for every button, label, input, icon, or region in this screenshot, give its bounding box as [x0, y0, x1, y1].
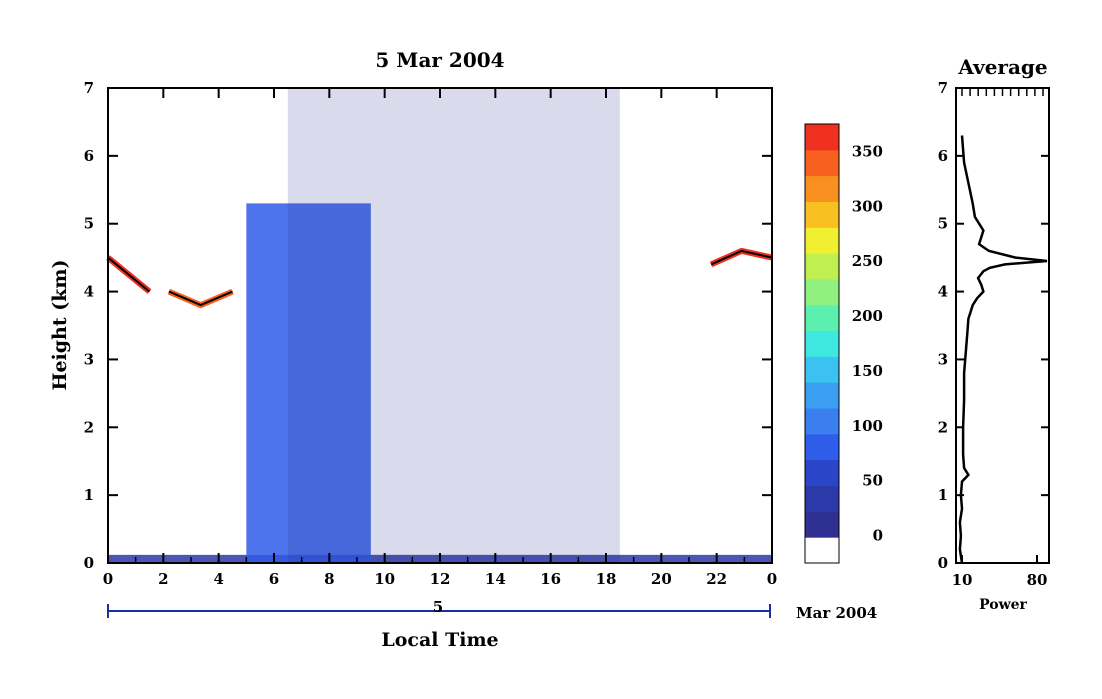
colorbar-tick-label: 200	[852, 307, 883, 325]
heatmap-cells	[106, 88, 773, 563]
profile-top-ticks	[961, 88, 1044, 96]
heatmap-cell	[709, 247, 773, 268]
x-axis-ticks: 0 2 4 6 8 10 12 14 16 18 20 22 0	[103, 88, 777, 588]
profile-x-ticks: 10 80	[952, 555, 1048, 589]
colorbar: 0 50 100 150 200 250 300 350	[804, 123, 883, 564]
colorbar-tick-label: 250	[852, 252, 883, 270]
colorbar-swatch	[805, 356, 839, 383]
colorbar-swatch	[805, 408, 839, 435]
x-axis-label: Local Time	[381, 629, 498, 651]
colorbar-swatch	[805, 253, 839, 280]
x-tick-label: 18	[596, 570, 617, 588]
heatmap-cell	[168, 290, 233, 307]
colorbar-tick-label: 0	[873, 527, 883, 545]
x-tick-label: 0	[103, 570, 113, 588]
colorbar-swatch	[805, 227, 839, 254]
y-tick-label: 2	[84, 418, 94, 436]
heatmap-cell	[710, 249, 773, 266]
x-tick-label: 12	[430, 570, 451, 588]
colorbar-swatch	[805, 278, 839, 306]
profile-y-tick-label: 5	[938, 215, 948, 233]
colorbar-swatch	[805, 124, 839, 151]
colorbar-swatch	[805, 382, 839, 409]
colorbar-tick-label: 150	[852, 362, 883, 380]
heatmap-feature-cloud-base-trace	[167, 288, 234, 309]
profile-y-tick-label: 0	[938, 554, 948, 572]
heatmap-feature-cloud-top	[106, 255, 152, 294]
colorbar-swatch	[805, 201, 839, 228]
heatmap-feature-cloud-top-right	[709, 247, 773, 268]
heatmap-feature-precipitation-shafts	[246, 203, 371, 563]
x-tick-label: 4	[213, 570, 223, 588]
y-tick-label: 5	[84, 215, 94, 233]
y-tick-label: 7	[84, 79, 94, 97]
heatmap-cell	[246, 203, 371, 563]
x-tick-label: 16	[540, 570, 561, 588]
colorbar-swatch	[805, 537, 839, 564]
profile-y-tick-label: 4	[938, 283, 948, 301]
y-tick-label: 6	[84, 147, 94, 165]
x-tick-label: 22	[706, 570, 727, 588]
y-tick-label: 3	[84, 350, 94, 368]
average-profile-panel: Average 0 1 2 3 4 5 6 7 10 80 Power	[938, 55, 1050, 613]
colorbar-tick-label: 300	[852, 197, 883, 215]
profile-frame	[955, 87, 1050, 564]
colorbar-swatch	[805, 304, 839, 332]
x-tick-label: 14	[485, 570, 506, 588]
x-tick-label: 10	[374, 570, 395, 588]
x-tick-label: 0	[767, 570, 777, 588]
colorbar-frame	[804, 123, 840, 564]
profile-x-tick-label: 80	[1027, 571, 1048, 589]
date-timeline: 5 Mar 2004	[107, 598, 877, 622]
heatmap-cell	[107, 256, 151, 293]
x-tick-label: 8	[324, 570, 334, 588]
profile-x-label: Power	[979, 597, 1027, 613]
profile-y-tick-label: 3	[938, 350, 948, 368]
profile-y-tick-label: 6	[938, 147, 948, 165]
colorbar-swatch	[805, 433, 839, 461]
timeline-day-label: 5	[433, 598, 443, 616]
profile-x-tick-label: 10	[952, 571, 973, 589]
colorbar-swatch	[805, 149, 839, 177]
y-tick-label: 1	[84, 486, 94, 504]
heatmap-cell	[287, 88, 620, 563]
x-tick-label: 20	[651, 570, 672, 588]
colorbar-tick-labels: 0 50 100 150 200 250 300 350	[852, 142, 883, 544]
x-tick-label: 2	[158, 570, 168, 588]
height-time-heatmap: 5 Mar 2004 0 2 4 6 8 10 12 14 16 18 20 22 0 01234567…	[49, 48, 877, 651]
heatmap-feature-noise-region	[287, 88, 620, 563]
heatmap-cell	[167, 288, 234, 309]
y-tick-label: 0	[84, 554, 94, 572]
y-tick-label: 4	[84, 283, 94, 301]
colorbar-swatch	[805, 330, 839, 357]
y-axis-label: Height (km)	[49, 260, 71, 391]
profile-y-tick-label: 1	[938, 486, 948, 504]
x-tick-label: 6	[269, 570, 279, 588]
y-axis-ticks: 0 1 2 3 4 5 6 7	[84, 79, 772, 572]
timeline-month-label: Mar 2004	[796, 604, 877, 622]
colorbar-tick-label: 50	[862, 472, 883, 490]
colorbar-tick-label: 100	[852, 417, 883, 435]
colorbar-swatches	[805, 124, 839, 564]
profile-y-tick-label: 7	[938, 79, 948, 97]
colorbar-swatch	[805, 485, 839, 512]
colorbar-swatch	[805, 511, 839, 538]
main-chart-title: 5 Mar 2004	[375, 48, 504, 72]
profile-title: Average	[957, 55, 1047, 79]
colorbar-tick-label: 350	[852, 142, 883, 160]
colorbar-swatch	[805, 459, 839, 487]
colorbar-swatch	[805, 175, 839, 202]
profile-y-tick-label: 2	[938, 418, 948, 436]
profile-y-ticks: 0 1 2 3 4 5 6 7	[938, 79, 1049, 572]
profile-line	[958, 135, 1048, 564]
